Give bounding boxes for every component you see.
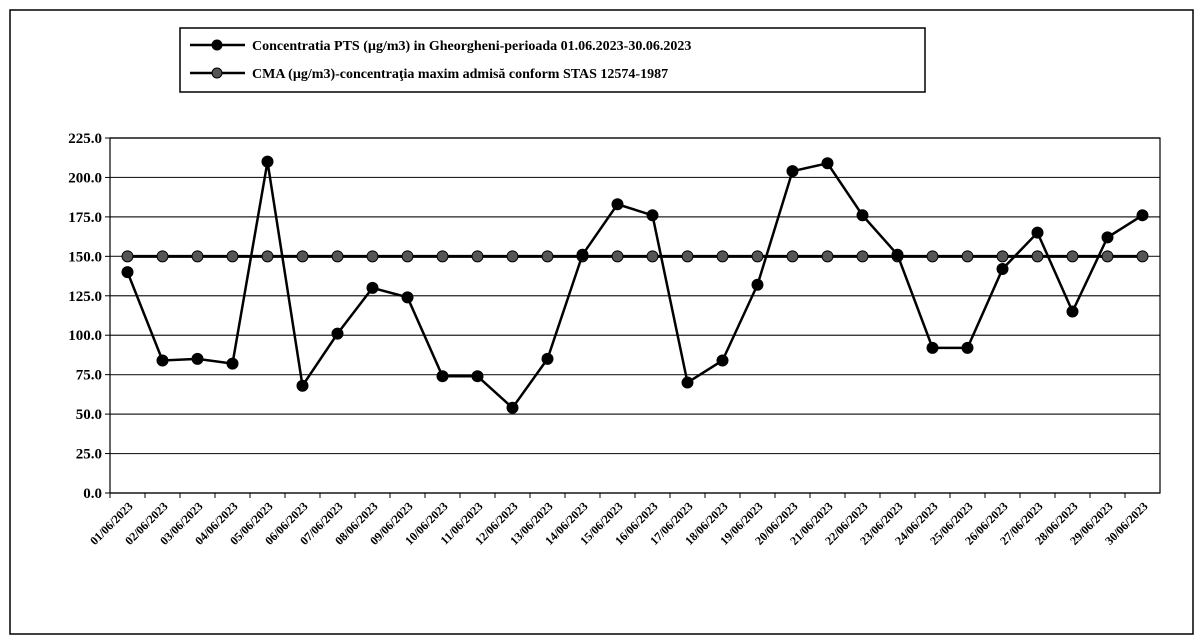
data-point (786, 250, 799, 263)
legend-label: Concentratia PTS (µg/m3) in Gheorgheni-p… (252, 39, 691, 54)
data-point (646, 209, 659, 222)
data-point (996, 250, 1009, 263)
data-point (751, 250, 764, 263)
data-point (681, 250, 694, 263)
data-point (751, 278, 764, 291)
y-tick-label: 125.0 (68, 289, 102, 305)
data-point (191, 250, 204, 263)
data-point (366, 250, 379, 263)
y-tick-label: 100.0 (68, 328, 102, 344)
data-point (506, 401, 519, 414)
data-point (611, 250, 624, 263)
data-point (366, 281, 379, 294)
data-point (1031, 226, 1044, 239)
data-point (121, 266, 134, 279)
data-point (611, 198, 624, 211)
data-point (121, 250, 134, 263)
y-tick-label: 225.0 (68, 131, 102, 147)
data-point (226, 250, 239, 263)
data-point (261, 155, 274, 168)
data-point (716, 354, 729, 367)
data-point (191, 352, 204, 365)
data-point (156, 354, 169, 367)
data-point (1066, 305, 1079, 318)
legend-marker (211, 67, 223, 79)
data-point (786, 165, 799, 178)
data-point (821, 250, 834, 263)
data-point (1101, 231, 1114, 244)
data-point (996, 262, 1009, 275)
data-point (226, 357, 239, 370)
data-point (541, 250, 554, 263)
data-point (926, 250, 939, 263)
legend-label: CMA (µg/m3)-concentraţia maxim admisă co… (252, 67, 668, 82)
data-point (436, 370, 449, 383)
data-point (1136, 209, 1149, 222)
data-point (296, 379, 309, 392)
data-point (156, 250, 169, 263)
data-point (716, 250, 729, 263)
data-point (1031, 250, 1044, 263)
data-point (261, 250, 274, 263)
data-point (961, 250, 974, 263)
y-tick-label: 175.0 (68, 210, 102, 226)
y-tick-label: 50.0 (76, 407, 102, 423)
y-tick-label: 200.0 (68, 170, 102, 186)
y-tick-label: 75.0 (76, 368, 102, 384)
data-point (331, 327, 344, 340)
data-point (541, 352, 554, 365)
data-point (1101, 250, 1114, 263)
data-point (471, 250, 484, 263)
data-point (471, 370, 484, 383)
data-point (506, 250, 519, 263)
data-point (1136, 250, 1149, 263)
data-point (926, 341, 939, 354)
data-point (821, 157, 834, 170)
data-point (1066, 250, 1079, 263)
legend-box (179, 27, 926, 93)
y-tick-label: 150.0 (68, 249, 102, 265)
y-tick-label: 0.0 (83, 486, 102, 502)
series-line (126, 161, 1144, 410)
y-tick-label: 25.0 (76, 447, 102, 463)
data-point (891, 248, 904, 261)
data-point (646, 250, 659, 263)
data-point (401, 250, 414, 263)
data-point (296, 250, 309, 263)
data-point (856, 209, 869, 222)
data-point (681, 376, 694, 389)
data-point (856, 250, 869, 263)
chart-frame (9, 9, 1194, 635)
data-point (436, 250, 449, 263)
legend-marker (211, 39, 223, 51)
data-point (401, 291, 414, 304)
data-point (331, 250, 344, 263)
data-point (961, 341, 974, 354)
data-point (576, 248, 589, 261)
